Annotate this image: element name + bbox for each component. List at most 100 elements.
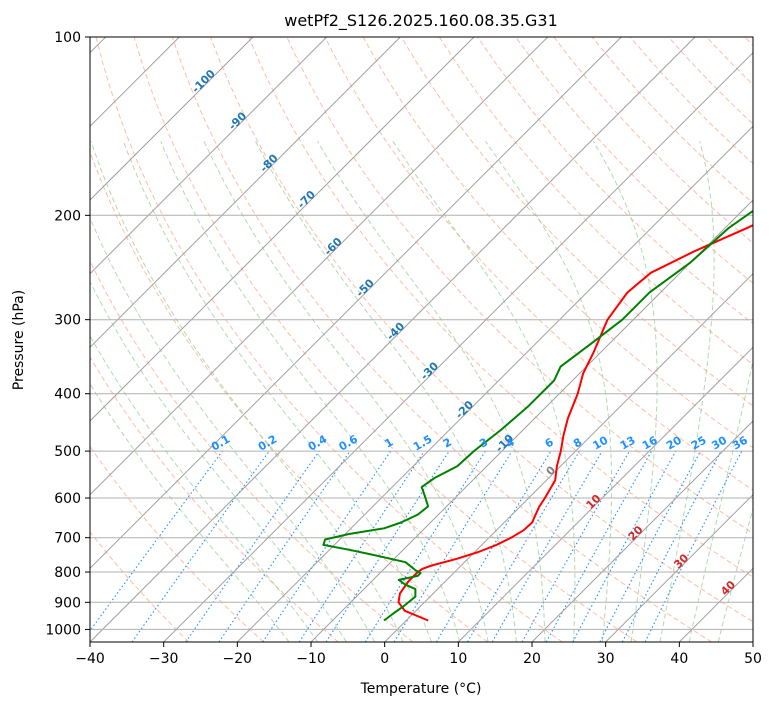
x-tick-label: −40 <box>75 651 105 667</box>
isotherm-label: -90 <box>226 109 249 132</box>
isotherm-line <box>163 51 753 642</box>
isotherms <box>90 37 753 642</box>
warm-isotherm-label: 10 <box>584 492 604 512</box>
isotherm-line <box>90 37 254 201</box>
moist-adiabat <box>90 141 404 642</box>
mixing-ratio-line <box>599 450 701 642</box>
mixing-ratio-line <box>545 450 653 642</box>
mixing-ratio-lines <box>90 450 743 642</box>
isotherm-line <box>236 125 753 642</box>
dry-adiabat <box>133 37 638 642</box>
y-tick-label: 700 <box>54 531 81 547</box>
mixing-ratio-label: 1.5 <box>411 433 434 454</box>
isotherm-line <box>90 37 401 349</box>
mixing-ratio-label: 0.4 <box>306 432 330 453</box>
mixing-ratio-line <box>298 450 425 642</box>
isotherm-label: -50 <box>354 276 377 299</box>
mixing-ratio-label: 0.2 <box>256 433 279 454</box>
dry-adiabat <box>324 37 753 491</box>
mixing-ratio-labels: 0.1 0.2 0.4 0.6 1 1.5 2 3 4 6 8 10 13 16 20 25 30 36 <box>209 432 750 453</box>
mixing-ratio-label: 1 <box>382 436 395 451</box>
isotherm-line <box>678 567 753 642</box>
x-tick-label: −30 <box>149 651 179 667</box>
moist-adiabat <box>592 141 658 642</box>
temperature-line <box>397 224 753 622</box>
moist-adiabat <box>392 141 576 642</box>
isotherm-line <box>90 37 475 422</box>
isotherm-line <box>90 37 696 642</box>
x-tick-label: 30 <box>597 651 615 667</box>
dry-adiabat <box>591 37 753 204</box>
isotherm-line <box>90 37 549 496</box>
moist-adiabat <box>90 382 290 642</box>
dry-adiabats <box>90 37 753 642</box>
dry-adiabat <box>90 356 339 642</box>
mixing-ratio-label: 6 <box>543 435 556 450</box>
mixing-ratio-label: 10 <box>590 433 610 452</box>
mixing-ratio-line <box>521 450 630 642</box>
moist-adiabat <box>688 358 753 642</box>
y-axis-ticks: 100 200 300 400 500 600 700 800 900 1000 <box>45 30 90 638</box>
isotherm-label: -80 <box>257 151 280 174</box>
mixing-ratio-label: 16 <box>640 433 660 452</box>
isotherm-label: -30 <box>418 359 441 382</box>
isotherm-line <box>752 641 753 642</box>
dry-adiabat <box>210 37 753 623</box>
dry-adiabat <box>477 37 753 325</box>
mixing-ratio-line <box>572 450 677 642</box>
x-tick-label: 0 <box>380 651 389 667</box>
mixing-ratio-line <box>131 450 270 642</box>
moist-adiabat <box>90 216 376 642</box>
isotherm-line <box>531 420 753 642</box>
chart-title: wetPf2_S126.2025.160.08.35.G31 <box>284 11 558 31</box>
isotherm-label: -20 <box>453 398 476 421</box>
dry-adiabat <box>90 150 488 642</box>
moist-adiabat <box>317 141 546 642</box>
y-tick-label: 100 <box>54 30 81 46</box>
x-axis-label: Temperature (°C) <box>360 681 482 697</box>
mixing-ratio-label: 36 <box>730 433 750 452</box>
dry-adiabat <box>90 445 264 642</box>
y-tick-label: 1000 <box>45 622 81 638</box>
x-tick-label: 40 <box>670 651 688 667</box>
dry-adiabat <box>248 37 753 578</box>
x-tick-label: −10 <box>296 651 326 667</box>
y-axis-label: Pressure (hPa) <box>11 290 27 390</box>
mixing-ratio-label: 25 <box>689 434 709 453</box>
isotherm-line <box>605 493 753 642</box>
mixing-ratio-label: 0.1 <box>209 433 232 454</box>
isotherm-label: -100 <box>189 67 218 96</box>
dry-adiabat <box>362 37 753 449</box>
mixing-ratio-label: 30 <box>709 433 729 452</box>
sounding-series <box>322 209 753 622</box>
dry-adiabat <box>744 37 753 47</box>
y-tick-label: 300 <box>54 313 81 329</box>
moist-adiabat <box>160 141 461 642</box>
warm-isotherm-label: 20 <box>626 523 646 543</box>
isotherm-line <box>457 346 753 642</box>
y-tick-label: 600 <box>54 491 81 507</box>
y-tick-label: 400 <box>54 387 81 403</box>
x-axis-ticks: −40 −30 −20 −10 0 10 20 30 40 50 <box>75 642 762 667</box>
isotherm-label: -40 <box>384 320 407 343</box>
mixing-ratio-label: 3 <box>477 436 490 451</box>
plot-frame <box>89 36 754 643</box>
mixing-ratio-line <box>621 450 722 642</box>
mixing-ratio-label: 13 <box>618 434 638 453</box>
warm-isotherm-label: 40 <box>718 578 738 598</box>
isotherm-line <box>90 37 622 570</box>
isotherm-label: -60 <box>322 235 345 258</box>
mixing-ratio-line <box>218 450 351 642</box>
mixing-ratio-line <box>325 450 450 642</box>
isotherm-line <box>384 272 753 642</box>
moist-adiabat <box>90 280 347 642</box>
mixing-ratio-line <box>262 450 392 642</box>
isotherm-line <box>310 199 753 642</box>
y-tick-label: 900 <box>54 595 81 611</box>
dry-adiabat <box>706 37 753 86</box>
dry-adiabat <box>171 37 712 642</box>
dry-adiabat <box>515 37 753 284</box>
x-tick-label: −20 <box>223 651 253 667</box>
dry-adiabat <box>400 37 753 407</box>
